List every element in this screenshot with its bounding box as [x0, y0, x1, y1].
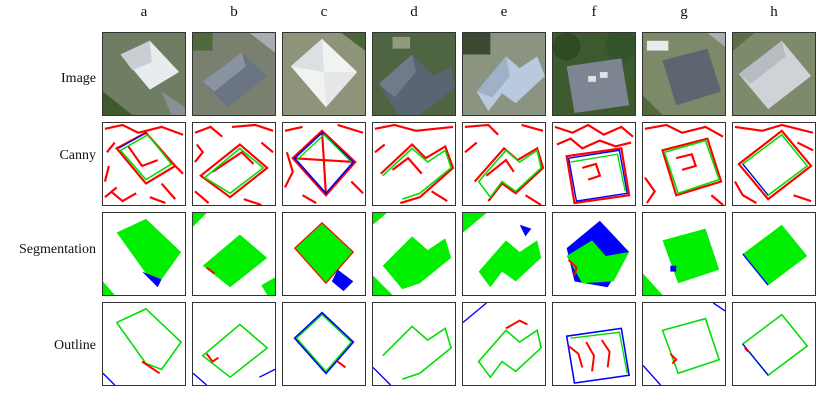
segmentation-mask-g: [642, 212, 726, 296]
canny-map-e: [462, 122, 546, 206]
row-label-outline: Outline: [54, 338, 96, 353]
aerial-image-d: [372, 32, 456, 116]
segmentation-mask-a: [102, 212, 186, 296]
row-label-segmentation: Segmentation: [19, 242, 96, 257]
column-label-e: e: [500, 4, 508, 20]
outline-map-f: [552, 302, 636, 386]
aerial-image-g: [642, 32, 726, 116]
segmentation-mask-d: [372, 212, 456, 296]
segmentation-mask-b: [192, 212, 276, 296]
aerial-image-a: [102, 32, 186, 116]
canny-map-g: [642, 122, 726, 206]
segmentation-mask-c: [282, 212, 366, 296]
column-label-g: g: [680, 4, 688, 20]
outline-map-d: [372, 302, 456, 386]
column-label-h: h: [770, 4, 778, 20]
aerial-image-h: [732, 32, 816, 116]
column-label-c: c: [320, 4, 328, 20]
segmentation-mask-h: [732, 212, 816, 296]
canny-map-b: [192, 122, 276, 206]
aerial-image-c: [282, 32, 366, 116]
outline-map-a: [102, 302, 186, 386]
row-label-canny: Canny: [59, 148, 96, 163]
outline-map-e: [462, 302, 546, 386]
column-label-f: f: [591, 4, 597, 20]
outline-map-h: [732, 302, 816, 386]
column-label-a: a: [140, 4, 148, 20]
column-label-d: d: [410, 4, 418, 20]
canny-map-d: [372, 122, 456, 206]
segmentation-mask-f: [552, 212, 636, 296]
column-label-b: b: [230, 4, 238, 20]
aerial-image-b: [192, 32, 276, 116]
canny-map-f: [552, 122, 636, 206]
aerial-image-f: [552, 32, 636, 116]
row-label-image: Image: [61, 71, 96, 86]
segmentation-mask-e: [462, 212, 546, 296]
outline-map-b: [192, 302, 276, 386]
canny-map-h: [732, 122, 816, 206]
outline-map-c: [282, 302, 366, 386]
canny-map-c: [282, 122, 366, 206]
aerial-image-e: [462, 32, 546, 116]
outline-map-g: [642, 302, 726, 386]
canny-map-a: [102, 122, 186, 206]
